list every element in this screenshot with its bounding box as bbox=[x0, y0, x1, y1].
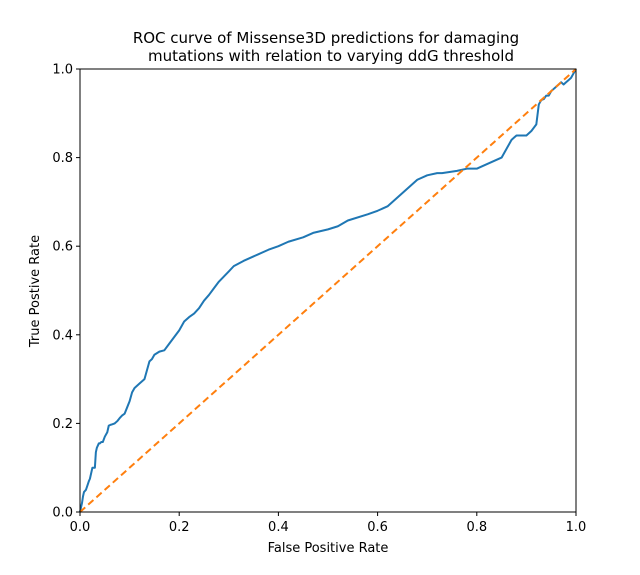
y-tick-label: 1.0 bbox=[52, 63, 73, 78]
x-axis: 0.0 0.2 0.4 0.6 0.8 1.0 bbox=[70, 512, 587, 535]
y-axis-label: True Postive Rate bbox=[28, 235, 43, 348]
x-tick-label: 0.0 bbox=[70, 520, 91, 535]
x-tick-label: 1.0 bbox=[566, 520, 587, 535]
x-axis-label: False Positive Rate bbox=[268, 541, 389, 556]
y-tick-label: 0.4 bbox=[52, 328, 73, 343]
reference-diagonal-line bbox=[79, 68, 577, 513]
y-tick-label: 0.2 bbox=[52, 417, 73, 432]
chart-title-line-1: ROC curve of Missense3D predictions for … bbox=[133, 29, 519, 47]
x-tick-label: 0.2 bbox=[169, 520, 190, 535]
y-axis: 0.0 0.2 0.4 0.6 0.8 1.0 bbox=[52, 63, 80, 521]
chart-title-line-2: mutations with relation to varying ddG t… bbox=[148, 47, 514, 65]
y-tick-label: 0.6 bbox=[52, 240, 73, 255]
x-tick-label: 0.6 bbox=[367, 520, 388, 535]
y-tick-label: 0.8 bbox=[52, 151, 73, 166]
axes-frame bbox=[79, 68, 577, 513]
x-tick-label: 0.4 bbox=[268, 520, 289, 535]
roc-curve-line bbox=[79, 68, 577, 513]
y-tick-label: 0.0 bbox=[52, 506, 73, 521]
plot-area bbox=[79, 68, 577, 513]
chart-title: ROC curve of Missense3D predictions for … bbox=[133, 29, 519, 65]
x-tick-label: 0.8 bbox=[466, 520, 487, 535]
